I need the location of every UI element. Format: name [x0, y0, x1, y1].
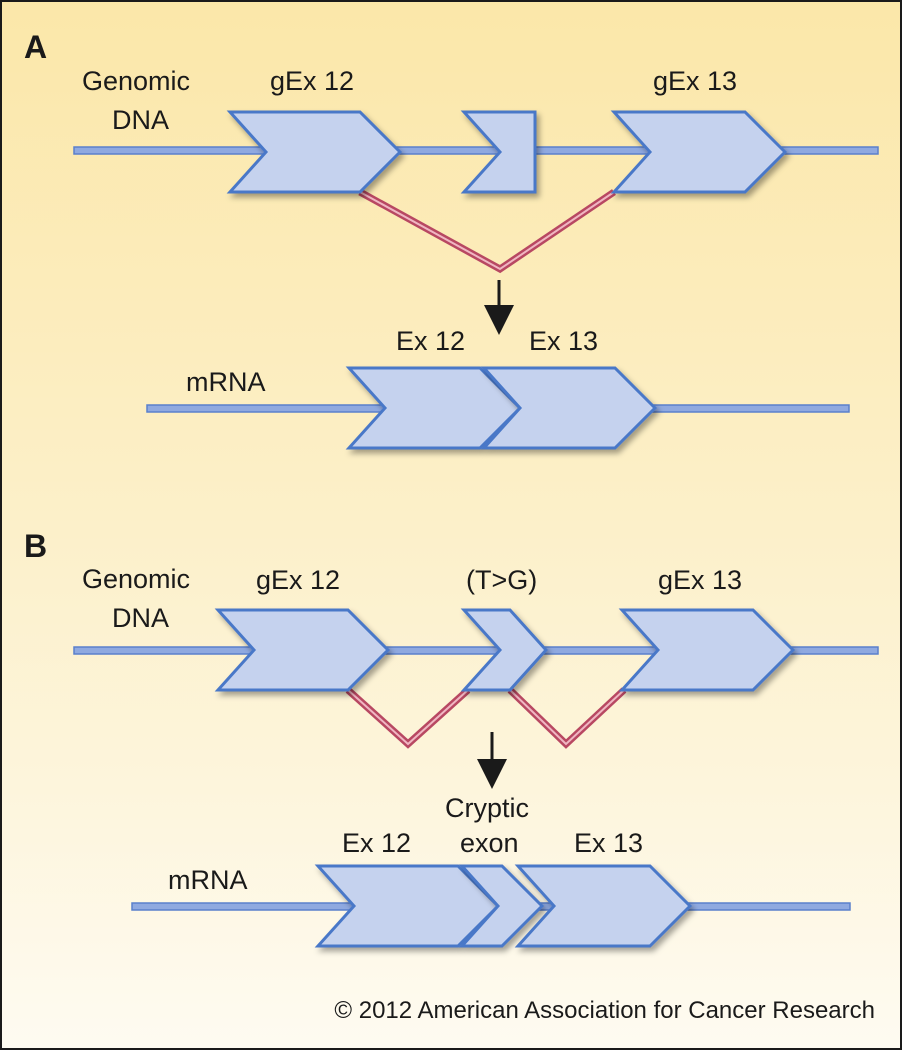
panel-a-dna-label: DNA [112, 105, 169, 135]
panel-a-letter: A [24, 29, 47, 65]
panel-a-genomic-strand [73, 146, 879, 155]
panel-a-mrna-ex12 [345, 366, 523, 450]
panel-b-cryptic-exon [460, 608, 549, 692]
panel-b-mrna-label: mRNA [168, 865, 248, 895]
panel-a-mrna-label: mRNA [186, 367, 266, 397]
panel-b-gex12-label: gEx 12 [256, 565, 340, 595]
panel-b-genomic-strand [73, 646, 879, 655]
panel-b-ex13-label: Ex 13 [574, 828, 643, 858]
panel-a-gex13-label: gEx 13 [653, 66, 737, 96]
panel-b-mutation-label: (T>G) [466, 565, 537, 595]
panel-b-splice-lines [345, 687, 627, 749]
panel-a-mrna-ex13 [480, 366, 658, 450]
panel-b-genomic-label: Genomic [82, 564, 190, 594]
panel-b-mrna-cryptic-exon [458, 864, 545, 948]
copyright-notice: © 2012 American Association for Cancer R… [334, 997, 875, 1024]
panel-b-letter: B [24, 528, 47, 564]
panel-a-ex12-label: Ex 12 [396, 326, 465, 356]
panel-b-mrna-ex13 [514, 864, 693, 948]
panel-b-ex12-label: Ex 12 [342, 828, 411, 858]
panel-b-gex13-label: gEx 13 [658, 565, 742, 595]
panel-b-mrna-ex12 [314, 864, 501, 948]
panel-b-exon-gex13 [618, 608, 796, 692]
panel-b-cryptic-label-line1: Cryptic [445, 793, 529, 823]
panel-a-intronic-segment [460, 110, 537, 194]
panel-a-genomic-label: Genomic [82, 66, 190, 96]
panel-a-splice-lines [358, 188, 616, 274]
panel-a-gex12-label: gEx 12 [270, 66, 354, 96]
panel-b-dna-label: DNA [112, 603, 169, 633]
panel-b-exon-gex12 [214, 608, 391, 692]
panel-a-exon-gex12 [226, 110, 403, 194]
panel-b-cryptic-label-line2: exon [460, 828, 519, 858]
panel-a-exon-gex13 [610, 110, 788, 194]
panel-a-ex13-label: Ex 13 [529, 326, 598, 356]
